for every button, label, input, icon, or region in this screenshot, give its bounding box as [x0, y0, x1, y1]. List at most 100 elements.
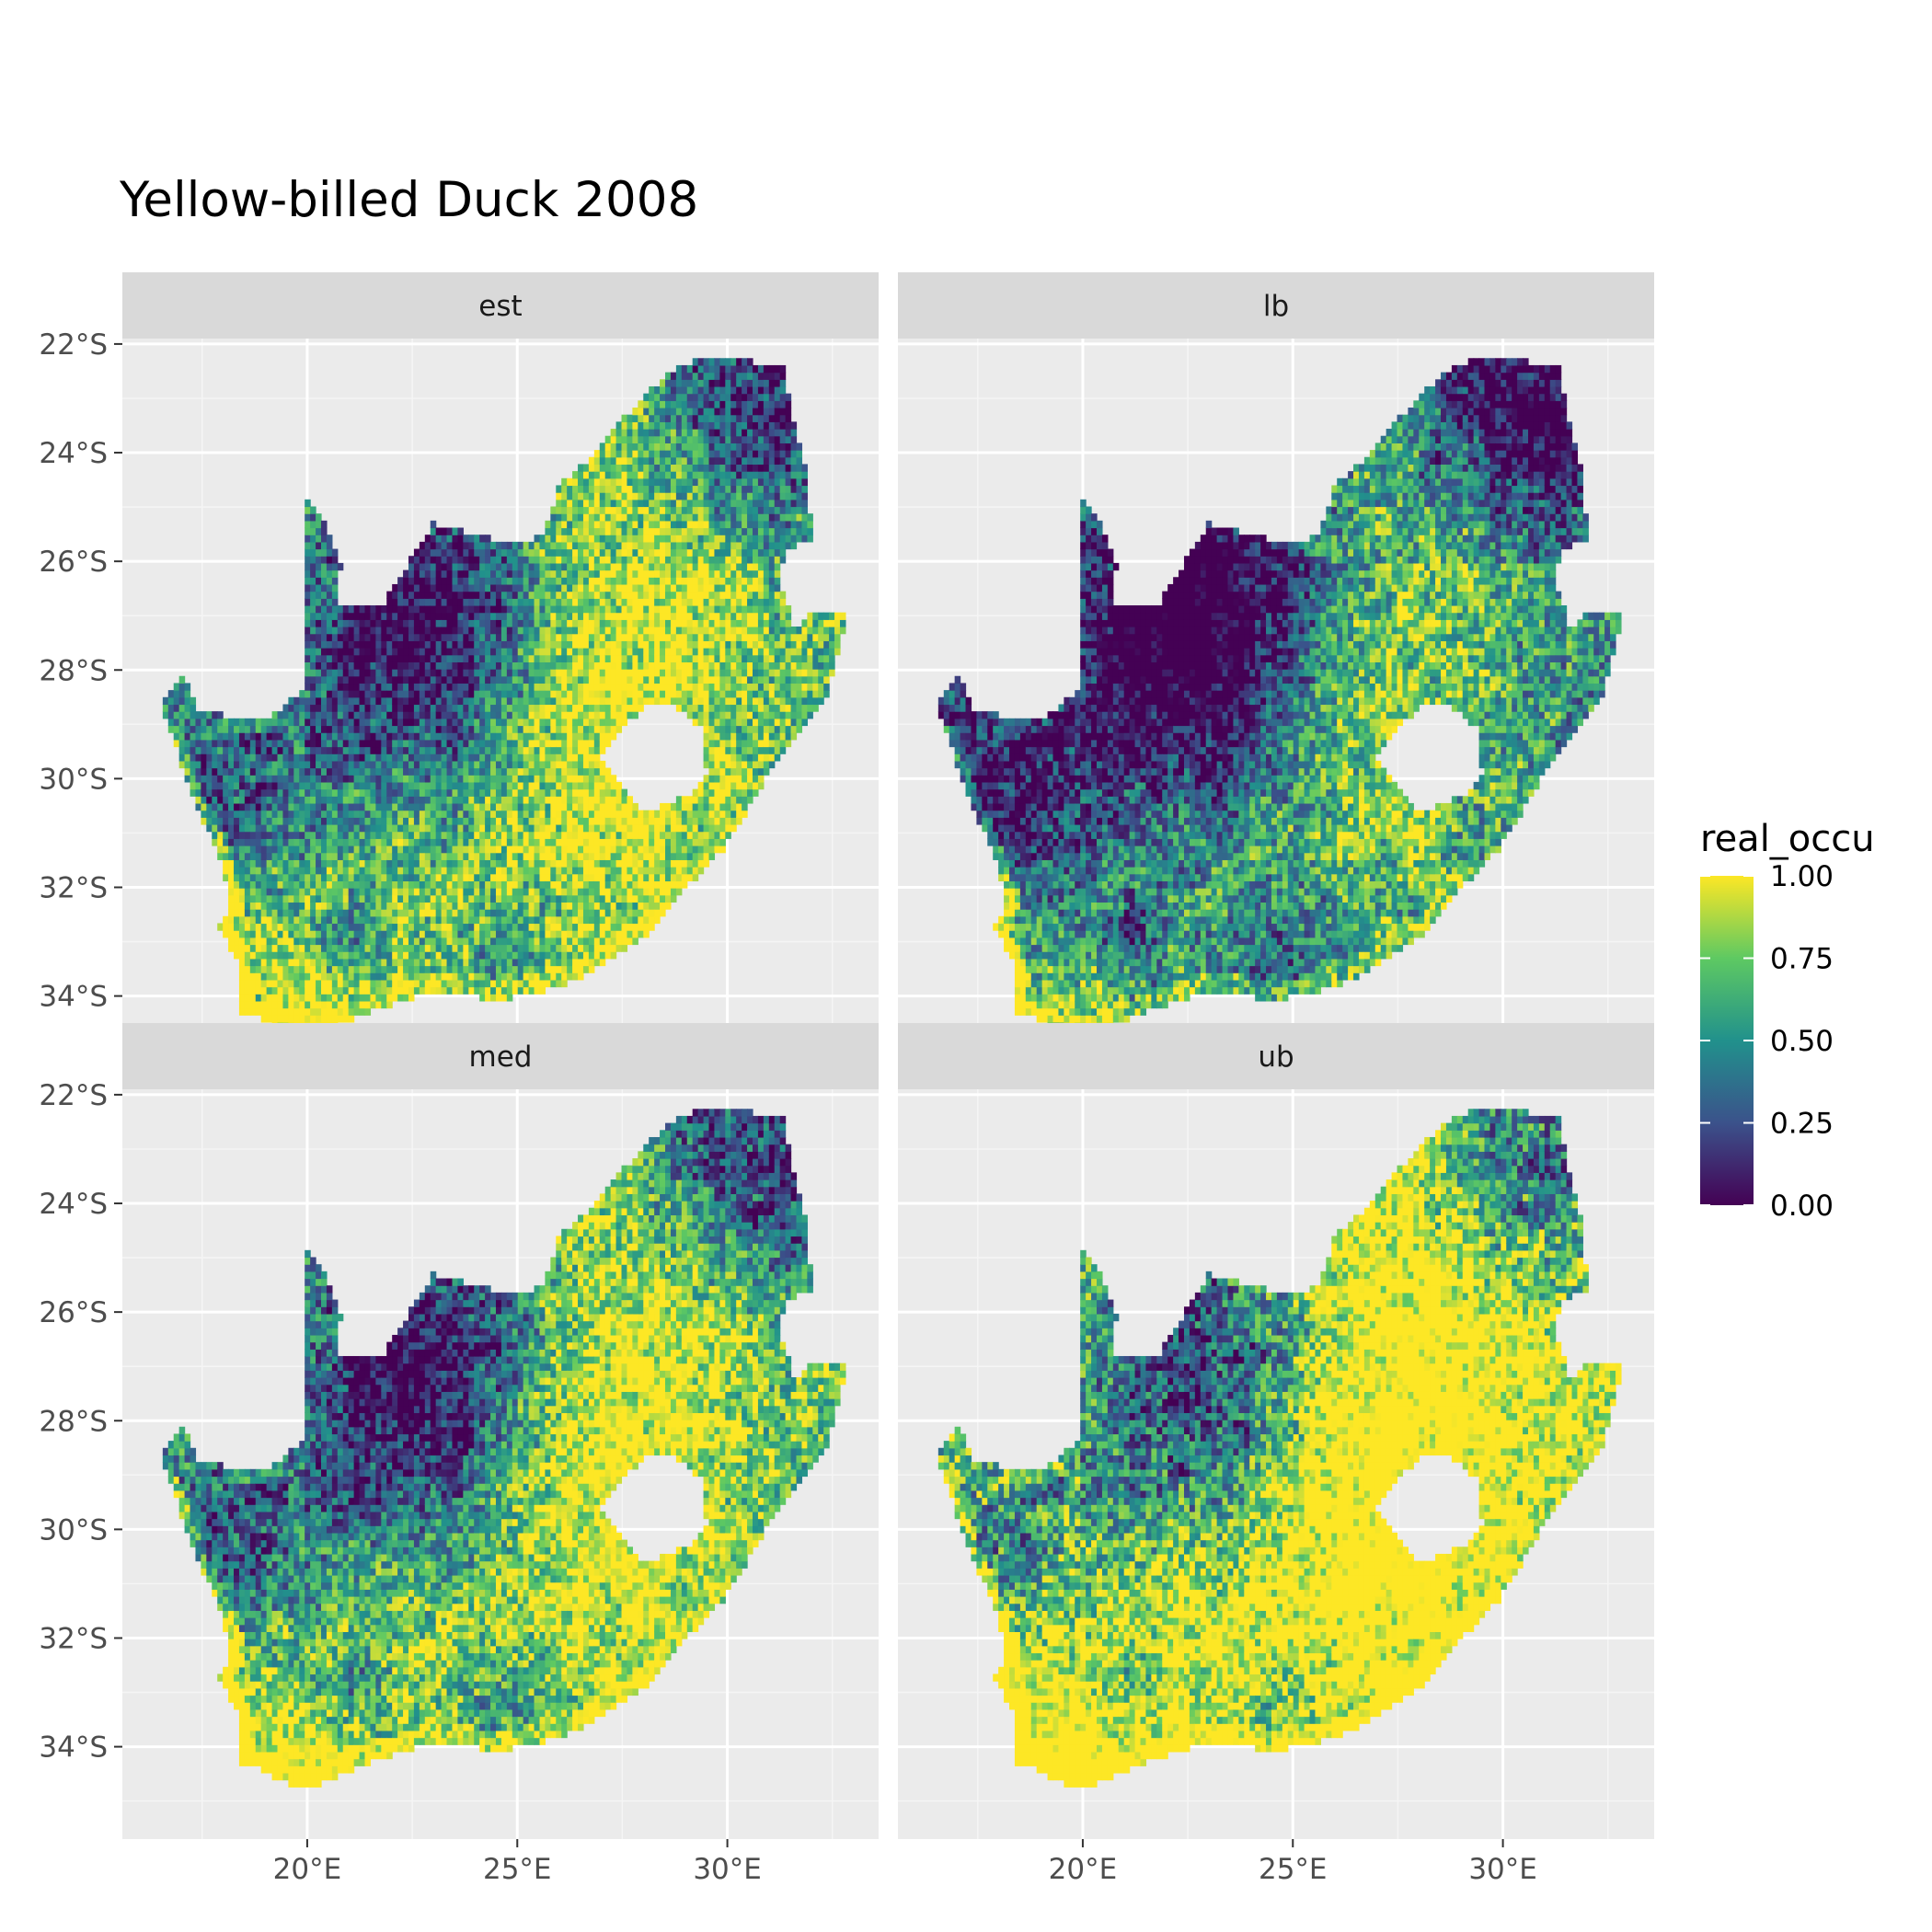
occupancy-cell [479, 598, 486, 605]
occupancy-cell [447, 535, 454, 542]
occupancy-cell [479, 661, 486, 669]
occupancy-cell [228, 796, 235, 803]
occupancy-cell [452, 634, 458, 641]
occupancy-cell [589, 782, 595, 789]
occupancy-cell [392, 669, 398, 676]
occupancy-cell [611, 796, 617, 803]
occupancy-cell [452, 740, 458, 747]
occupancy-cell [332, 704, 339, 711]
occupancy-cell [518, 980, 524, 987]
occupancy-cell [501, 711, 508, 719]
occupancy-cell [293, 1008, 300, 1016]
occupancy-cell [539, 853, 546, 860]
occupancy-cell [420, 944, 426, 951]
occupancy-cell [496, 902, 502, 909]
occupancy-cell [479, 683, 486, 690]
occupancy-cell [431, 966, 437, 973]
occupancy-cell [594, 584, 601, 592]
occupancy-cell [523, 796, 530, 803]
occupancy-cell [436, 817, 443, 824]
occupancy-cell [327, 944, 333, 951]
occupancy-cell [578, 930, 584, 937]
occupancy-cell [616, 880, 623, 888]
occupancy-cell [649, 676, 655, 684]
occupancy-cell [611, 450, 617, 457]
occupancy-cell [507, 577, 513, 584]
occupancy-cell [305, 513, 311, 521]
occupancy-cell [403, 584, 409, 592]
occupancy-cell [479, 676, 486, 684]
occupancy-cell [425, 824, 431, 832]
occupancy-cell [567, 711, 573, 719]
occupancy-cell [332, 1001, 339, 1008]
occupancy-cell [354, 775, 361, 782]
occupancy-cell [523, 690, 530, 697]
occupancy-cell [463, 747, 469, 754]
occupancy-cell [431, 789, 437, 797]
occupancy-cell [622, 549, 628, 557]
occupancy-cell [338, 563, 344, 570]
occupancy-cell [490, 584, 497, 592]
occupancy-cell [616, 485, 623, 492]
occupancy-cell [228, 725, 235, 732]
occupancy-cell [479, 640, 486, 648]
occupancy-cell [343, 704, 350, 711]
occupancy-cell [468, 916, 475, 924]
occupancy-cell [321, 874, 328, 881]
occupancy-cell [594, 506, 601, 513]
occupancy-cell [490, 577, 497, 584]
occupancy-cell [293, 845, 300, 853]
occupancy-cell [627, 464, 633, 471]
occupancy-cell [523, 937, 530, 945]
occupancy-cell [572, 471, 579, 478]
occupancy-cell [507, 923, 513, 930]
occupancy-cell [386, 747, 393, 754]
occupancy-cell [572, 761, 579, 768]
occupancy-cell [316, 902, 322, 909]
occupancy-cell [425, 972, 431, 980]
occupancy-cell [649, 584, 655, 592]
occupancy-cell [452, 542, 458, 549]
occupancy-cell [310, 951, 316, 959]
occupancy-cell [288, 930, 294, 937]
occupancy-cell [583, 796, 590, 803]
occupancy-cell [468, 845, 475, 853]
occupancy-cell [649, 859, 655, 867]
occupancy-cell [496, 937, 502, 945]
occupancy-cell [627, 471, 633, 478]
occupancy-cell [223, 853, 229, 860]
occupancy-cell [463, 563, 469, 570]
occupancy-cell [288, 796, 294, 803]
occupancy-cell [321, 613, 328, 620]
occupancy-cell [425, 747, 431, 754]
occupancy-cell [293, 959, 300, 966]
occupancy-cell [523, 605, 530, 613]
occupancy-cell [234, 951, 240, 959]
occupancy-cell [408, 740, 415, 747]
occupancy-cell [327, 740, 333, 747]
occupancy-cell [474, 909, 480, 916]
occupancy-cell [507, 987, 513, 995]
occupancy-cell [457, 796, 464, 803]
occupancy-cell [397, 577, 404, 584]
occupancy-cell [605, 838, 612, 845]
occupancy-cell [185, 725, 191, 732]
occupancy-cell [518, 789, 524, 797]
occupancy-cell [594, 676, 601, 684]
occupancy-cell [408, 676, 415, 684]
occupancy-cell [643, 867, 650, 874]
occupancy-cell [523, 640, 530, 648]
occupancy-cell [234, 719, 240, 726]
occupancy-cell [321, 902, 328, 909]
occupancy-cell [278, 923, 284, 930]
occupancy-cell [578, 592, 584, 599]
occupancy-cell [278, 740, 284, 747]
occupancy-cell [457, 655, 464, 662]
occupancy-cell [431, 817, 437, 824]
occupancy-cell [408, 859, 415, 867]
occupancy-cell [332, 549, 339, 557]
occupancy-cell [616, 577, 623, 584]
occupancy-cell [360, 980, 366, 987]
occupancy-cell [403, 930, 409, 937]
occupancy-cell [397, 697, 404, 705]
